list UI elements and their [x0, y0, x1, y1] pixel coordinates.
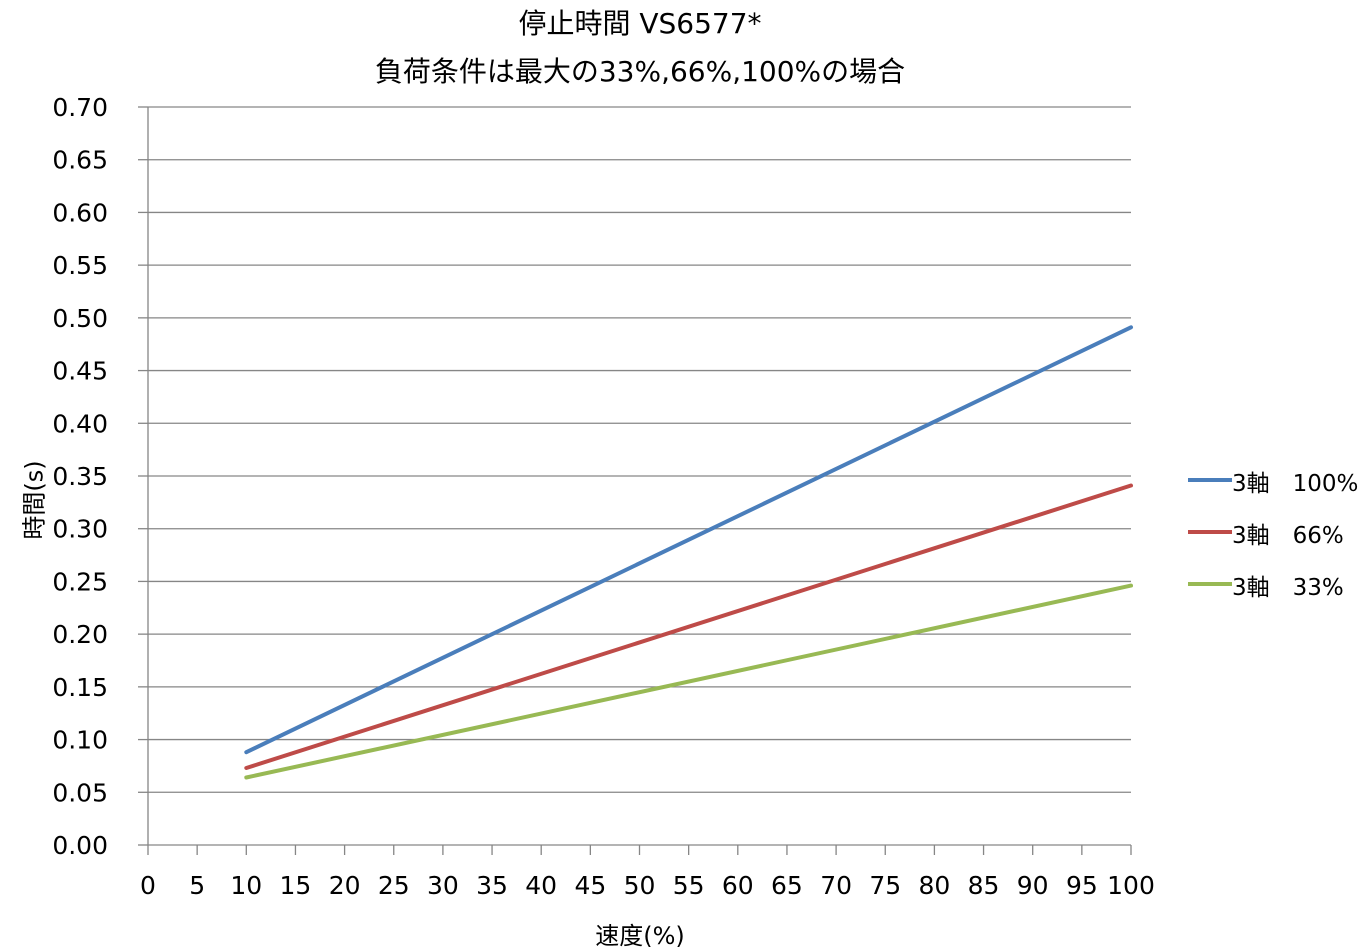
- x-tick-label: 15: [280, 871, 312, 900]
- y-tick-label: 0.70: [52, 93, 108, 122]
- x-tick-label: 80: [918, 871, 950, 900]
- y-tick-label: 0.45: [52, 357, 108, 386]
- legend-swatch: [1188, 530, 1232, 534]
- x-tick-labels: 0 5 10 15 20 25 30 35 40 45 50 55 60 65 70 75 80 85 90 95 10…: [140, 871, 1155, 900]
- series-line-1: [244, 325, 1133, 755]
- x-tick-label: 0: [140, 871, 156, 900]
- y-tick-label: 0.00: [52, 831, 108, 860]
- chart-title-line-2: 負荷条件は最大の33%,66%,100%の場合: [374, 55, 906, 88]
- x-tick-label: 95: [1066, 871, 1098, 900]
- x-tick-label: 20: [329, 871, 361, 900]
- x-tick-label: 65: [771, 871, 803, 900]
- x-tick-label: 60: [722, 871, 754, 900]
- y-tick-label: 0.50: [52, 304, 108, 333]
- y-tick-label: 0.30: [52, 515, 108, 544]
- legend-swatch: [1188, 582, 1232, 586]
- legend-label: 3軸 66%: [1232, 523, 1344, 549]
- y-tick-label: 0.25: [52, 567, 108, 596]
- y-tick-label: 0.60: [52, 198, 108, 227]
- x-tick-label: 10: [230, 871, 262, 900]
- x-tick-label: 40: [525, 871, 557, 900]
- y-axis-label-container: 時間(s): [0, 420, 49, 580]
- y-tick-label: 0.05: [52, 778, 108, 807]
- x-tick-label: 35: [476, 871, 508, 900]
- legend-label: 3軸 100%: [1232, 471, 1359, 497]
- series-line-3: [244, 583, 1133, 780]
- series-lines: [244, 325, 1133, 780]
- x-tick-label: 85: [968, 871, 1000, 900]
- x-tick-label: 30: [427, 871, 459, 900]
- chart-title-line-1: 停止時間 VS6577*: [518, 7, 762, 40]
- x-tick-label: 55: [673, 871, 705, 900]
- x-tick-label: 100: [1107, 871, 1155, 900]
- y-tick-label: 0.15: [52, 673, 108, 702]
- gridlines: [148, 106, 1131, 793]
- y-tick-label: 0.10: [52, 726, 108, 755]
- y-tick-label: 0.65: [52, 146, 108, 175]
- x-tick-label: 70: [820, 871, 852, 900]
- legend-swatch: [1188, 478, 1232, 482]
- legend-label: 3軸 33%: [1232, 575, 1344, 601]
- x-tick-label: 90: [1017, 871, 1049, 900]
- y-tick-label: 0.35: [52, 462, 108, 491]
- axes: [138, 106, 1132, 855]
- y-tick-label: 0.55: [52, 251, 108, 280]
- y-tick-label: 0.20: [52, 620, 108, 649]
- x-tick-label: 5: [189, 871, 205, 900]
- y-tick-labels: 0.00 0.05 0.10 0.15 0.20 0.25 0.30 0.35 0.40 0.45…: [52, 93, 108, 860]
- x-axis-label: 速度(%): [595, 922, 685, 950]
- series-line-2: [244, 483, 1133, 770]
- x-tick-label: 50: [624, 871, 656, 900]
- x-tick-label: 75: [869, 871, 901, 900]
- x-tick-label: 45: [574, 871, 606, 900]
- y-axis-label: 時間(s): [20, 460, 49, 540]
- y-tick-label: 0.40: [52, 409, 108, 438]
- x-tick-label: 25: [378, 871, 410, 900]
